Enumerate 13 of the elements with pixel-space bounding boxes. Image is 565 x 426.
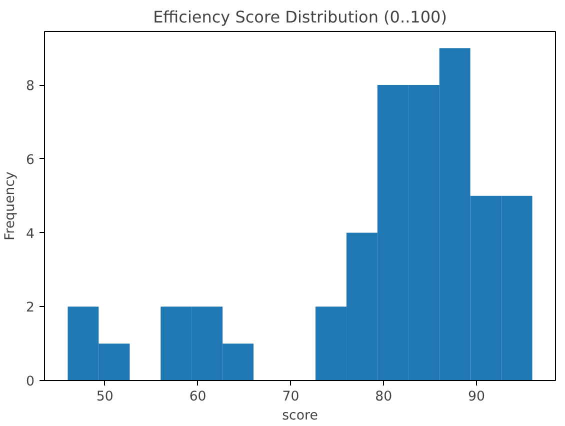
x-tick-label: 90: [468, 390, 486, 404]
x-tick-label: 70: [282, 390, 300, 404]
x-axis-title: score: [282, 408, 318, 424]
y-tick-label: 8: [26, 79, 35, 94]
x-tick-label: 50: [96, 390, 114, 404]
y-tick-label: 0: [26, 374, 35, 390]
y-tick-label: 6: [26, 152, 35, 168]
y-tick-label: 4: [26, 226, 35, 242]
y-axis-title: Frequency: [3, 171, 18, 240]
x-tick-label: 60: [189, 390, 206, 404]
x-tick-label: 80: [375, 390, 392, 404]
chart-title: Efficiency Score Distribution (0..100): [153, 8, 447, 26]
y-tick-label: 2: [26, 300, 35, 316]
